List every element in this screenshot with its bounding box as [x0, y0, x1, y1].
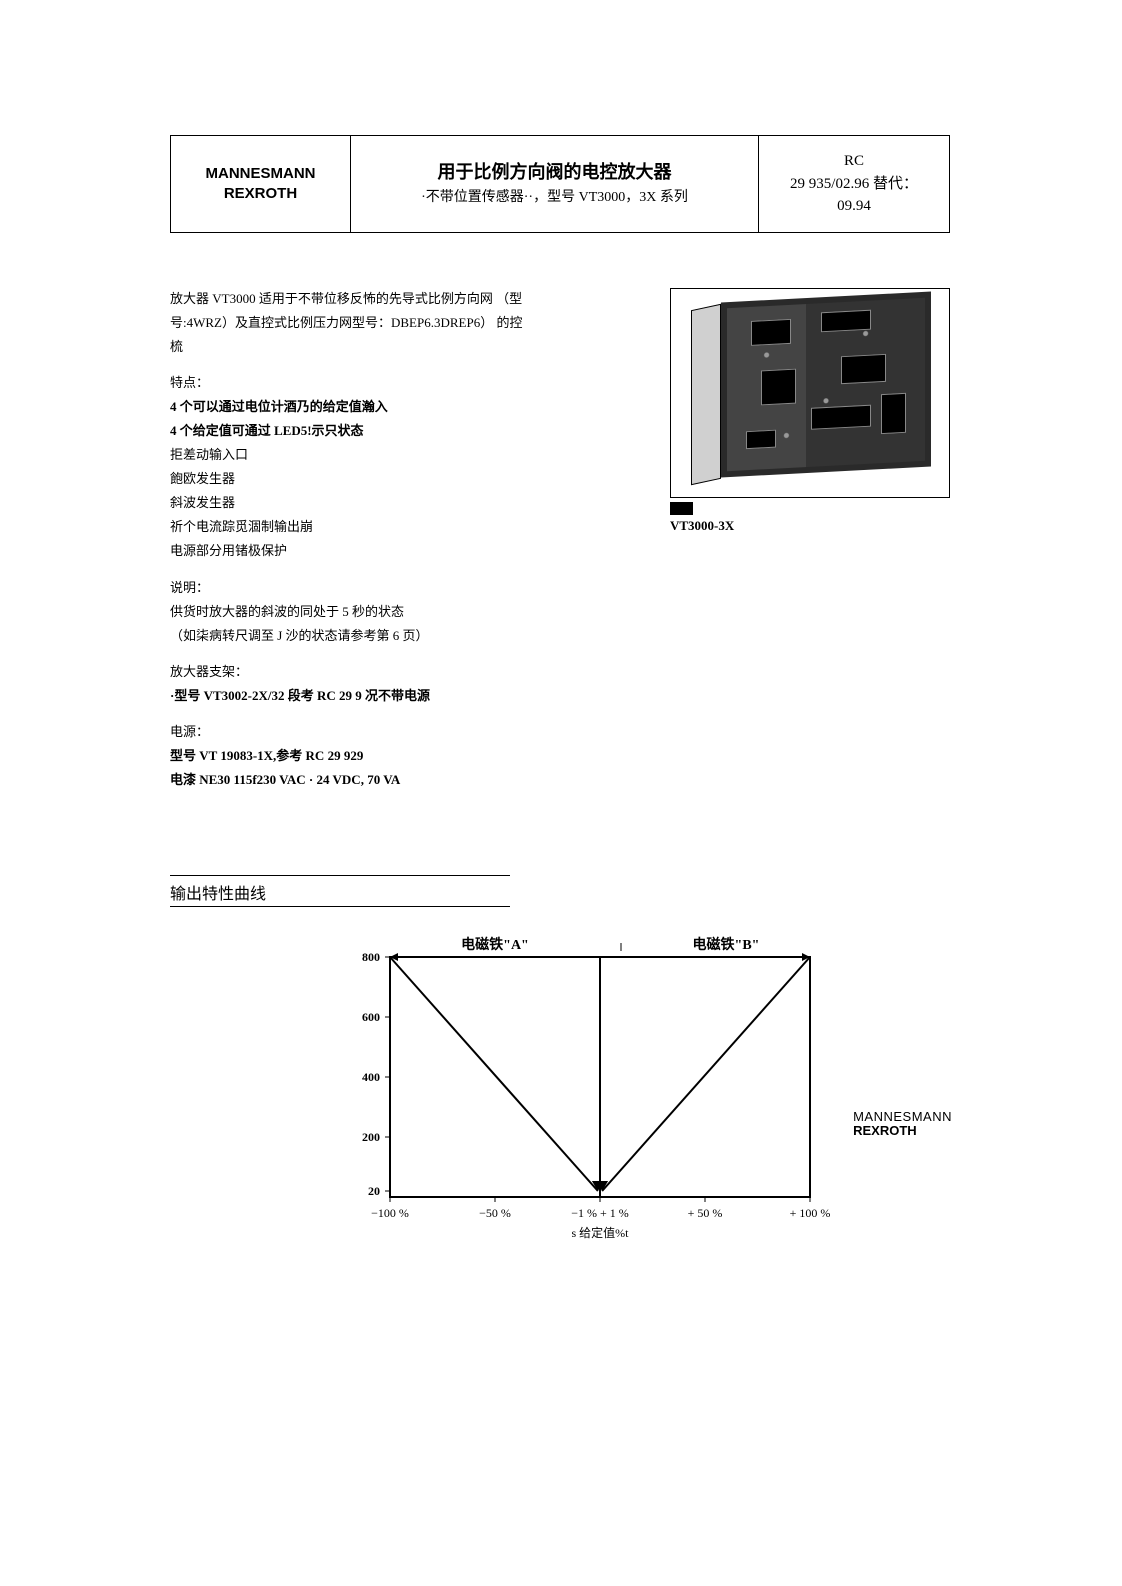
frame-title: 放大器支架：	[170, 661, 640, 683]
svg-text:800: 800	[362, 950, 380, 964]
feature-item: 电源部分用锗极保护	[170, 540, 640, 562]
pcb-caption: VT3000-3X	[670, 518, 950, 534]
footer-logo: MANNESMANN REXROTH	[853, 1110, 952, 1137]
left-column: 放大器 VT3000 适用于不带位移反怖的先导式比例方向网 （型 号:4WRZ）…	[170, 288, 640, 806]
frame-line: ·型号 VT3002-2X/32 段考 RC 29 9 况不带电源	[170, 685, 640, 707]
features-block: 特点： 4 个可以通过电位计酒乃的给定值瀚入 4 个给定值可通过 LED5!示只…	[170, 372, 640, 563]
header-doc-code: RC 29 935/02.96 替代： 09.94	[759, 136, 949, 232]
svg-text:−100 %: −100 %	[371, 1206, 409, 1220]
footer-line1: MANNESMANN	[853, 1110, 952, 1124]
header-title: 用于比例方向阀的电控放大器 ·不带位置传感器··，型号 VT3000，3X 系列	[351, 136, 759, 232]
svg-text:+ 100 %: + 100 %	[790, 1206, 830, 1220]
intro-p2: 号:4WRZ）及直控式比例压力网型号：DBEP6.3DREP6） 的控	[170, 312, 640, 334]
doc-code-line3: 09.94	[837, 195, 871, 218]
svg-text:+ 50 %: + 50 %	[688, 1206, 723, 1220]
brand-line1: MANNESMANN	[206, 164, 316, 184]
header-brand: MANNESMANN REXROTH	[171, 136, 351, 232]
title-line1: 用于比例方向阀的电控放大器	[438, 158, 672, 187]
pcb-black-label	[670, 502, 693, 515]
brand-line2: REXROTH	[224, 184, 297, 204]
right-column: VT3000-3X	[670, 288, 950, 806]
chart-svg: 800 600 400 200 20 −100 % −50 % −1 % + 1 % + 50 …	[330, 927, 830, 1247]
pcb-photo	[670, 288, 950, 498]
notes-block: 说明： 供货时放大器的斜波的同处于 5 秒的状态 （如柒病转尺调至 J 沙的状态…	[170, 577, 640, 647]
feature-item: 飽欧发生器	[170, 468, 640, 490]
note-line: 供货时放大器的斜波的同处于 5 秒的状态	[170, 601, 640, 623]
title-line2: ·不带位置传感器··，型号 VT3000，3X 系列	[421, 187, 688, 209]
feature-item: 拒差动输入口	[170, 444, 640, 466]
feature-item: 祈个电流踪觅涸制输出崩	[170, 516, 640, 538]
feature-item: 斜波发生器	[170, 492, 640, 514]
note-line: （如柒病转尺调至 J 沙的状态请参考第 6 页）	[170, 625, 640, 647]
intro-block: 放大器 VT3000 适用于不带位移反怖的先导式比例方向网 （型 号:4WRZ）…	[170, 288, 640, 358]
frame-block: 放大器支架： ·型号 VT3002-2X/32 段考 RC 29 9 况不带电源	[170, 661, 640, 707]
power-line: 型号 VT 19083-1X,参考 RC 29 929	[170, 745, 640, 767]
pcb-board-shape	[721, 291, 931, 477]
power-line: 电漆 NE30 115f230 VAC · 24 VDC, 70 VA	[170, 769, 640, 791]
svg-text:−50 %: −50 %	[479, 1206, 511, 1220]
section-output-title: 输出特性曲线	[170, 875, 510, 907]
svg-text:600: 600	[362, 1010, 380, 1024]
power-block: 电源： 型号 VT 19083-1X,参考 RC 29 929 电漆 NE30 …	[170, 721, 640, 791]
output-characteristic-chart: 800 600 400 200 20 −100 % −50 % −1 % + 1 % + 50 …	[330, 927, 790, 1247]
svg-text:电磁铁"A": 电磁铁"A"	[461, 936, 529, 953]
svg-text:电磁铁"B": 电磁铁"B"	[693, 936, 760, 953]
svg-text:−1 % + 1 %: −1 % + 1 %	[571, 1206, 629, 1220]
svg-text:s 给定值%t: s 给定值%t	[571, 1225, 629, 1240]
svg-text:20: 20	[368, 1184, 380, 1198]
header-table: MANNESMANN REXROTH 用于比例方向阀的电控放大器 ·不带位置传感…	[170, 135, 950, 233]
feature-item: 4 个给定值可通过 LED5!示只状态	[170, 420, 640, 442]
doc-code-line1: RC	[844, 150, 864, 173]
intro-p3: 梳	[170, 336, 640, 358]
intro-p1: 放大器 VT3000 适用于不带位移反怖的先导式比例方向网 （型	[170, 288, 640, 310]
footer-line2: REXROTH	[853, 1124, 952, 1138]
svg-text:200: 200	[362, 1130, 380, 1144]
svg-text:400: 400	[362, 1070, 380, 1084]
doc-code-line2: 29 935/02.96 替代：	[790, 173, 918, 196]
features-title: 特点：	[170, 372, 640, 394]
feature-item: 4 个可以通过电位计酒乃的给定值瀚入	[170, 396, 640, 418]
notes-title: 说明：	[170, 577, 640, 599]
pcb-faceplate-shape	[691, 303, 721, 484]
power-title: 电源：	[170, 721, 640, 743]
